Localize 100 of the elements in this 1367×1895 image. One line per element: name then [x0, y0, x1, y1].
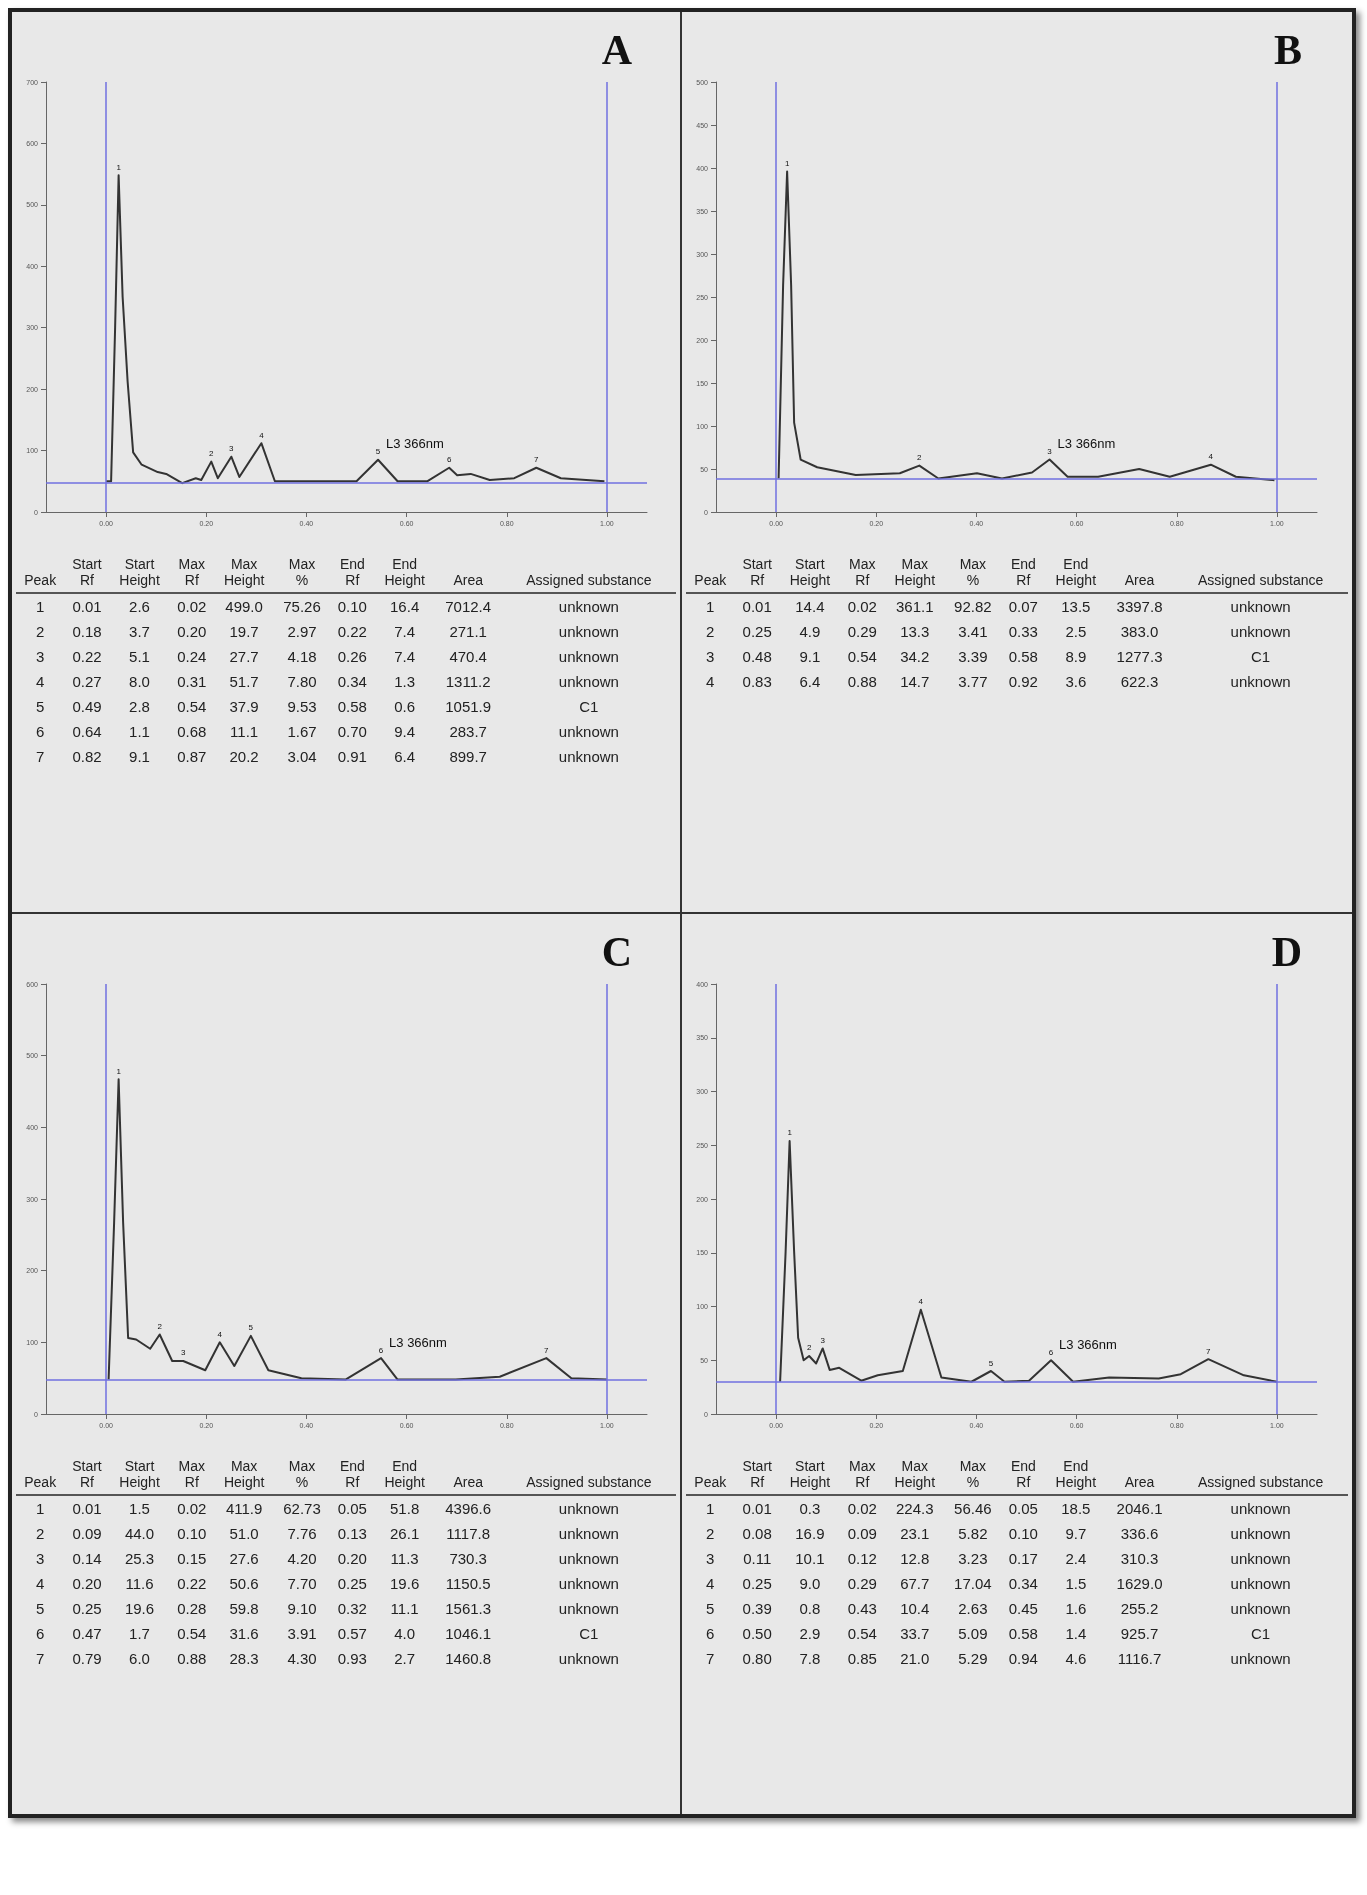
text: 59.8: [228, 1599, 260, 1619]
text: 0.17: [1007, 1549, 1039, 1569]
annotation: 5: [248, 1323, 254, 1333]
text: 9.1: [798, 647, 822, 667]
text: 899.7: [448, 747, 488, 767]
text: 0.54: [846, 647, 878, 667]
text: 4.20: [286, 1549, 318, 1569]
text: 4: [705, 672, 716, 692]
text: 3.91: [286, 1624, 318, 1644]
text: 0.08: [741, 1524, 773, 1544]
text: unknown: [1229, 1549, 1292, 1569]
text: 470.4: [448, 647, 488, 667]
text: 224.3: [895, 1499, 935, 1519]
text: 0.02: [176, 597, 208, 617]
text: unknown: [1229, 622, 1292, 642]
annotation: 1: [787, 1128, 793, 1138]
text: 2.97: [286, 622, 318, 642]
text: 0.01: [71, 597, 103, 617]
text: 0.29: [846, 1574, 878, 1594]
text: unknown: [557, 672, 620, 692]
text: Area: [1123, 1473, 1156, 1492]
text: 28.3: [228, 1649, 260, 1669]
text: 0.22: [176, 1574, 208, 1594]
text: 33.7: [899, 1624, 931, 1644]
text: 9.0: [798, 1574, 822, 1594]
text: 0.25: [741, 1574, 773, 1594]
text: 0.07: [1007, 597, 1039, 617]
text: 34.2: [899, 647, 931, 667]
annotation: 3: [181, 1348, 186, 1358]
text: 7: [35, 747, 46, 767]
text: 1.1: [128, 722, 151, 742]
text: 0.43: [846, 1599, 878, 1619]
text: 0.83: [741, 672, 773, 692]
text: 1277.3: [1115, 647, 1164, 667]
text: 0.8: [798, 1599, 822, 1619]
text: 51.8: [389, 1499, 421, 1519]
text: 0.27: [71, 672, 103, 692]
text: 62.73: [282, 1499, 322, 1519]
text: 9.1: [128, 747, 151, 767]
annotation: 6: [378, 1345, 384, 1355]
text: unknown: [557, 1649, 620, 1669]
text: 2.7: [393, 1649, 417, 1669]
text: Max Rf: [177, 555, 207, 590]
text: 0.32: [336, 1599, 368, 1619]
text: 5.1: [128, 647, 151, 667]
text: End Height: [383, 1457, 426, 1492]
annotation: 2: [917, 453, 923, 463]
annotation: 1: [116, 1066, 122, 1076]
text: unknown: [557, 597, 620, 617]
text: 0.13: [336, 1524, 368, 1544]
text: 0.57: [336, 1624, 368, 1644]
text: 27.6: [228, 1549, 260, 1569]
text: 7: [705, 1649, 716, 1669]
text: 4396.6: [444, 1499, 493, 1519]
text: 3.23: [957, 1549, 989, 1569]
annotation: 2: [157, 1321, 163, 1331]
text: Max Rf: [177, 1457, 207, 1492]
text: 2.6: [128, 597, 151, 617]
text: Max Height: [893, 555, 937, 590]
text: Start Rf: [71, 555, 103, 590]
text: 0.54: [176, 1624, 208, 1644]
text: 0.25: [741, 622, 773, 642]
text: 925.7: [1119, 1624, 1160, 1644]
text: 361.1: [895, 597, 935, 617]
chart-title: B: [1273, 27, 1302, 73]
text: unknown: [1229, 672, 1292, 692]
text: 622.3: [1119, 672, 1160, 692]
annotation: 1: [784, 158, 790, 168]
text: 2046.1: [1115, 1499, 1164, 1519]
text: unknown: [1229, 1499, 1292, 1519]
text: unknown: [1229, 1599, 1292, 1619]
text: End Rf: [1009, 1457, 1037, 1492]
text: Max %: [287, 555, 317, 590]
text: 11.1: [229, 722, 260, 742]
text: 31.6: [228, 1624, 260, 1644]
text: 5: [35, 697, 46, 717]
text: Start Height: [788, 555, 832, 590]
text: 3.77: [957, 672, 989, 692]
text: 6.4: [798, 672, 822, 692]
text: 13.3: [899, 622, 931, 642]
text: Max Rf: [848, 555, 877, 590]
text: unknown: [1229, 1649, 1292, 1669]
text: 0.26: [336, 647, 368, 667]
text: 0.28: [176, 1599, 208, 1619]
annotation: 5: [375, 447, 381, 457]
text: 1046.1: [444, 1624, 493, 1644]
text: 10.4: [899, 1599, 931, 1619]
text: Max Rf: [848, 1457, 877, 1492]
text: 0.79: [71, 1649, 103, 1669]
text: 0.58: [1007, 647, 1039, 667]
text: C1: [1250, 1624, 1272, 1644]
text: 1.4: [1064, 1624, 1088, 1644]
text: 0.3: [798, 1499, 822, 1519]
text: 0.22: [71, 647, 103, 667]
annotation: 7: [534, 455, 540, 465]
text: 4.0: [393, 1624, 417, 1644]
text: unknown: [1229, 1524, 1292, 1544]
text: 0.47: [71, 1624, 103, 1644]
text: C1: [578, 1624, 600, 1644]
text: 0.05: [1007, 1499, 1039, 1519]
